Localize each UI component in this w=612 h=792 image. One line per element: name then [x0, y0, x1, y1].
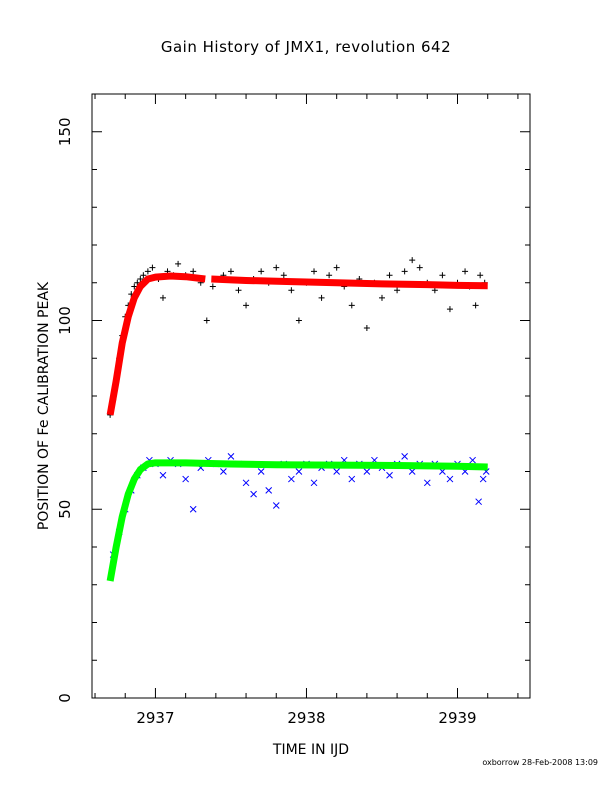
data-point: [273, 264, 280, 271]
data-point: [149, 264, 156, 271]
data-point: [203, 317, 210, 324]
data-point: [288, 287, 295, 294]
y-axis-label: POSITION OF Fe CALIBRATION PEAK: [36, 281, 52, 530]
data-point: [272, 502, 280, 509]
data-point: [475, 498, 483, 506]
data-point: [446, 306, 453, 313]
data-point: [439, 272, 446, 279]
data-point: [258, 268, 265, 275]
data-point: [401, 453, 408, 460]
data-point: [348, 475, 356, 483]
fit-line: [106, 459, 488, 582]
data-point: [472, 302, 479, 309]
data-point: [209, 283, 216, 290]
y-tick-label: 100: [56, 306, 74, 335]
data-point: [131, 283, 138, 290]
data-point: [469, 456, 476, 464]
y-tick-label: 50: [56, 500, 74, 519]
data-point: [159, 471, 167, 479]
fit-line: [211, 275, 488, 290]
data-point: [409, 257, 416, 264]
data-point: [333, 264, 340, 271]
data-point: [348, 302, 355, 309]
chart-title: Gain History of JMX1, revolution 642: [160, 38, 452, 56]
data-point: [479, 475, 487, 483]
data-point: [333, 468, 341, 475]
data-point: [144, 268, 151, 275]
plot-frame: [91, 93, 531, 699]
data-point: [386, 272, 393, 279]
data-point: [257, 468, 265, 475]
data-point: [477, 272, 484, 279]
data-point: [326, 272, 333, 279]
data-point: [220, 468, 227, 475]
data-point: [190, 268, 197, 275]
data-point: [311, 268, 318, 275]
data-point: [159, 294, 166, 301]
data-point: [363, 325, 370, 332]
x-axis-label: TIME IN IJD: [272, 742, 349, 758]
data-point: [386, 471, 393, 479]
footer-annotation: oxborrow 28-Feb-2008 13:09: [482, 758, 598, 767]
data-point: [462, 268, 469, 275]
data-point: [408, 468, 416, 475]
x-tick-label: 2937: [136, 709, 174, 727]
data-point: [250, 490, 257, 498]
data-point: [280, 272, 287, 279]
y-tick-label: 0: [56, 693, 74, 703]
data-point: [227, 268, 234, 275]
data-point: [295, 317, 302, 324]
data-point: [416, 264, 423, 271]
data-point: [140, 272, 147, 279]
fit-line: [106, 272, 206, 416]
data-point: [295, 468, 303, 475]
data-point: [227, 453, 235, 460]
data-point: [394, 287, 401, 294]
data-point: [235, 287, 242, 294]
x-tick-label: 2938: [287, 709, 325, 727]
data-point: [288, 475, 295, 483]
data-point: [182, 475, 189, 483]
data-point: [401, 268, 408, 275]
data-point: [175, 260, 182, 267]
data-point: [423, 479, 431, 487]
data-point: [189, 505, 197, 513]
data-point: [446, 475, 454, 483]
data-point: [318, 294, 325, 301]
x-tick-label: 2939: [438, 709, 476, 727]
data-point: [137, 275, 144, 282]
y-tick-label: 150: [56, 117, 74, 146]
data-point: [378, 294, 385, 301]
data-point: [265, 487, 273, 494]
data-point: [310, 479, 318, 487]
data-point: [363, 468, 371, 475]
data-point: [243, 302, 250, 309]
data-point: [242, 479, 250, 487]
